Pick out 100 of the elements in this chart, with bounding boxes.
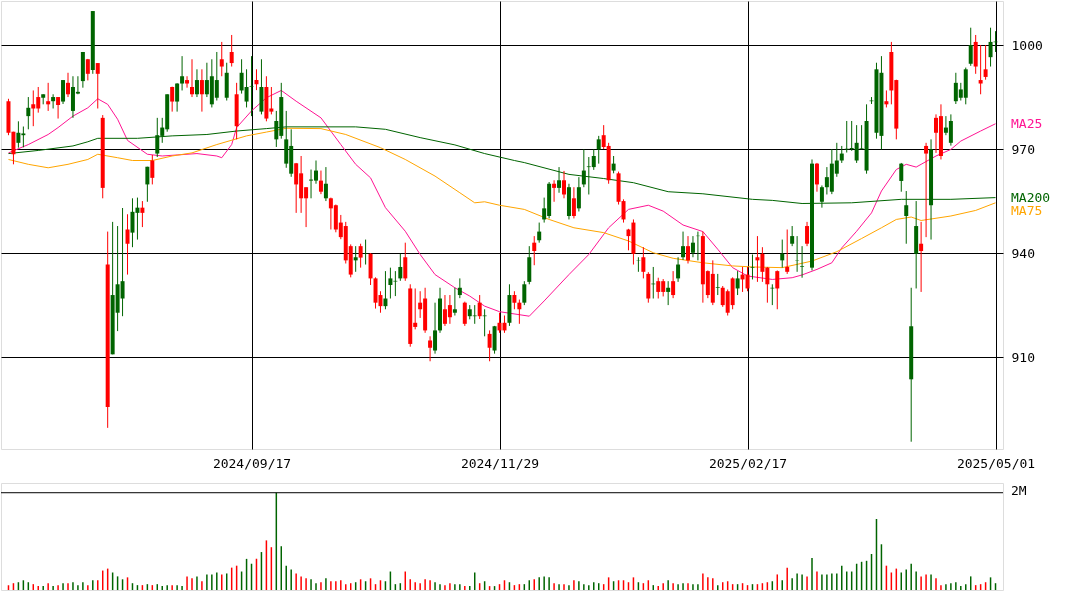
candlestick xyxy=(383,270,388,310)
candlestick xyxy=(120,207,125,317)
candlestick xyxy=(571,186,576,219)
x-tick-label: 2025/05/01 xyxy=(956,455,1036,471)
candlestick xyxy=(318,170,323,195)
candlestick xyxy=(388,267,393,300)
candlestick xyxy=(185,75,190,89)
candlestick xyxy=(358,243,363,269)
x-tick-label: 2024/09/17 xyxy=(212,455,292,471)
candlestick xyxy=(800,245,805,279)
candlestick xyxy=(562,170,566,199)
candlestick xyxy=(145,166,150,203)
candlestick xyxy=(780,239,785,269)
candlestick xyxy=(457,277,462,299)
candlestick xyxy=(790,225,795,247)
candlestick xyxy=(666,280,671,306)
candlestick xyxy=(170,86,175,113)
candlestick xyxy=(219,41,224,77)
candlestick xyxy=(462,301,467,327)
candlestick xyxy=(26,96,31,130)
candlestick xyxy=(150,154,155,185)
candlestick xyxy=(497,312,502,334)
candlestick xyxy=(428,335,433,362)
candlestick xyxy=(750,253,755,280)
candlestick xyxy=(681,231,686,261)
candlestick xyxy=(755,235,760,283)
candlestick xyxy=(581,148,586,188)
candlestick xyxy=(686,235,690,264)
candlestick xyxy=(140,200,145,228)
candlestick xyxy=(978,44,983,95)
candlestick xyxy=(249,55,254,117)
line-series xyxy=(7,127,997,269)
candlestick xyxy=(353,245,358,273)
candlestick xyxy=(180,55,185,91)
candlestick xyxy=(512,290,517,310)
candlestick xyxy=(948,113,953,147)
candlestick xyxy=(398,253,403,282)
candlestick xyxy=(61,79,66,105)
candlestick xyxy=(537,222,542,244)
y-tick-label: 910 xyxy=(1011,349,1035,365)
candlestick xyxy=(919,221,924,293)
candlestick xyxy=(433,302,438,355)
candlestick xyxy=(323,166,328,202)
ref-line-label: 2M xyxy=(1011,482,1027,498)
candlestick xyxy=(591,148,596,171)
candlestick xyxy=(924,142,929,238)
series-label: MA75 xyxy=(1011,202,1043,218)
candlestick xyxy=(735,270,740,296)
candlestick xyxy=(596,135,601,165)
candlestick xyxy=(656,277,661,300)
candlestick xyxy=(194,68,199,98)
candlestick xyxy=(66,72,70,98)
candlestick xyxy=(522,280,527,306)
candlestick xyxy=(363,239,368,266)
candlestick xyxy=(403,242,408,282)
candlestick xyxy=(671,270,676,299)
candlestick xyxy=(447,294,452,325)
candlestick xyxy=(814,162,819,193)
candlestick xyxy=(745,266,750,292)
candlestick xyxy=(254,68,259,91)
candlestick xyxy=(557,166,562,194)
series-label: MA25 xyxy=(1011,115,1043,131)
candlestick xyxy=(785,229,790,275)
y-tick-label: 970 xyxy=(1011,141,1035,157)
candlestick xyxy=(641,246,646,279)
candlestick xyxy=(190,58,194,98)
candlestick xyxy=(983,44,988,81)
candlestick xyxy=(229,34,234,68)
series-label: MA200 xyxy=(1011,189,1051,205)
candlestick xyxy=(31,89,36,127)
candlestick xyxy=(199,68,204,113)
candlestick xyxy=(16,120,21,149)
candlestick xyxy=(676,256,681,283)
candlestick xyxy=(487,329,492,362)
candlestick xyxy=(95,62,100,109)
candlestick xyxy=(715,273,720,296)
candlestick xyxy=(51,93,56,109)
candlestick xyxy=(805,221,810,247)
y-tick-label: 1000 xyxy=(1011,37,1043,53)
candlestick xyxy=(452,287,457,316)
y-tick-label: 940 xyxy=(1011,245,1035,261)
candlestick xyxy=(175,82,180,113)
candlestick xyxy=(552,179,557,203)
line-series xyxy=(7,89,997,317)
candlestick xyxy=(690,235,695,258)
candlestick xyxy=(532,235,537,266)
x-tick-label: 2025/02/17 xyxy=(708,455,788,471)
candlestick xyxy=(56,96,61,120)
candlestick xyxy=(125,213,130,276)
candlestick xyxy=(899,162,904,193)
candlestick xyxy=(244,68,249,108)
candlestick xyxy=(968,27,973,67)
candlestick xyxy=(517,299,522,325)
candlestick xyxy=(775,269,780,310)
x-tick-label: 2024/11/29 xyxy=(460,455,540,471)
candlestick xyxy=(477,294,482,320)
candlestick xyxy=(46,82,51,112)
candlestick xyxy=(214,51,219,102)
candlestick xyxy=(294,162,299,214)
candlestick xyxy=(130,197,135,248)
